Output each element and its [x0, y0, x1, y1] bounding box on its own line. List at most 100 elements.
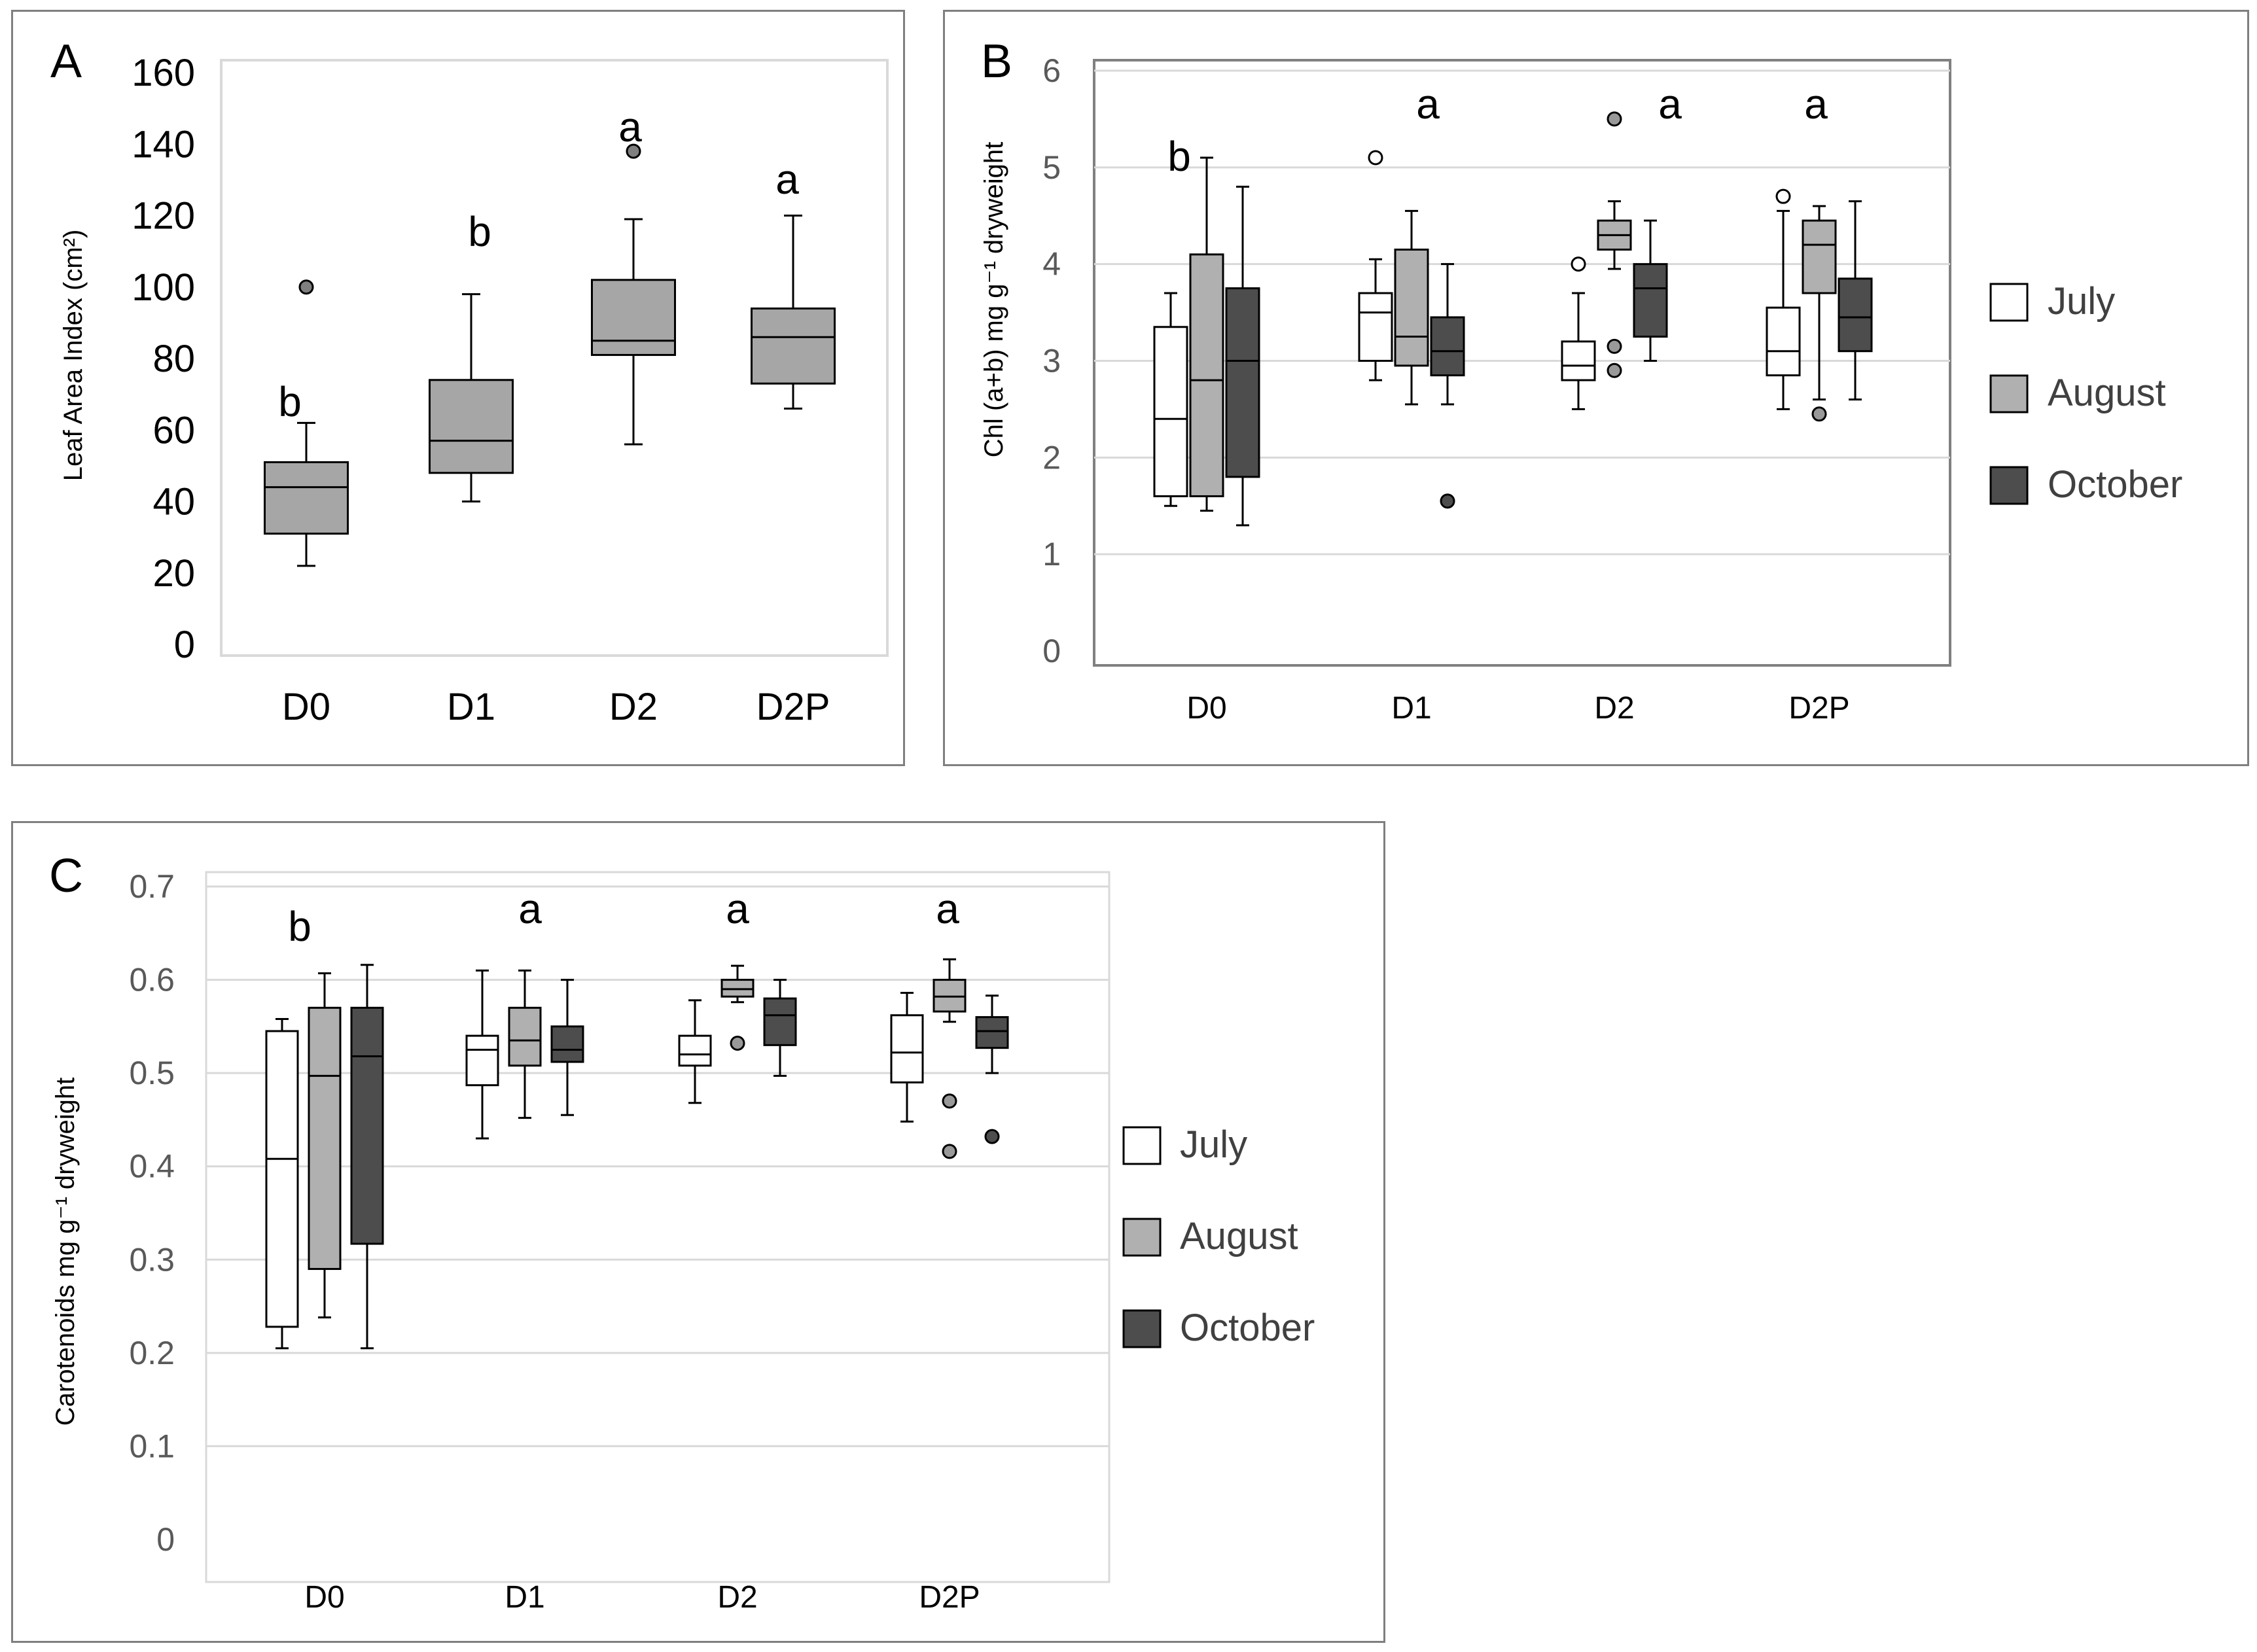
box-iqr	[1189, 253, 1224, 497]
outlier-point	[1607, 111, 1622, 127]
y-tick-label: 0.6	[129, 962, 175, 998]
box-july	[890, 992, 924, 1123]
x-category-label: D2	[609, 686, 658, 728]
outlier-point	[1775, 188, 1791, 204]
box-iqr	[429, 379, 514, 474]
gridlines-c	[206, 885, 1109, 1447]
y-tick-label: 100	[132, 266, 195, 309]
y-tick-label: 4	[1042, 246, 1061, 283]
significance-letter: a	[618, 103, 642, 150]
box-august	[1189, 156, 1224, 512]
box-iqr	[1561, 340, 1596, 381]
legend-label-july: July	[2048, 280, 2115, 323]
x-category-label: D2P	[756, 686, 830, 728]
box-leaf-area-index	[264, 279, 349, 567]
box-iqr	[1430, 316, 1465, 377]
significance-letter: a	[518, 885, 542, 932]
significance-letter: a	[1416, 80, 1440, 128]
plot-area-a	[220, 59, 889, 657]
x-category-label: D0	[304, 1580, 344, 1615]
y-tick-label: 0.1	[129, 1428, 175, 1464]
y-tick-label: 0.4	[129, 1148, 175, 1185]
box-october	[1838, 200, 1873, 401]
y-tick-label: 80	[152, 338, 195, 380]
y-ticks-c: 0 0.1 0.2 0.3 0.4 0.5 0.6 0.7	[129, 868, 175, 1558]
legend-b: July August October	[1989, 280, 2182, 506]
y-tick-label: 60	[152, 409, 195, 451]
box-august	[933, 958, 967, 1159]
plot-area-c	[205, 871, 1111, 1583]
significance-letter: b	[1167, 133, 1191, 180]
outlier-point	[1368, 150, 1383, 166]
y-tick-label: 5	[1042, 149, 1061, 186]
panel-a: A Leaf Area Index (cm²) 0 20 40 60 80 100 120 1…	[11, 10, 905, 766]
significance-a: b b a a	[278, 103, 799, 425]
legend-label-october: October	[2048, 463, 2182, 506]
y-tick-label: 140	[132, 123, 195, 166]
box-july	[1358, 150, 1393, 381]
x-category-label: D0	[1186, 691, 1226, 726]
y-tick-label: 3	[1042, 343, 1061, 379]
significance-letter: b	[468, 208, 491, 255]
x-categories-b: D0 D1 D2 D2P	[1186, 691, 1849, 726]
panel-label-a: A	[50, 35, 82, 88]
box-iqr	[1766, 306, 1801, 377]
y-tick-label: 0	[156, 1521, 175, 1558]
box-august	[1394, 209, 1429, 406]
outlier-point	[1440, 493, 1455, 509]
y-tick-label: 0	[174, 624, 195, 666]
box-iqr	[890, 1014, 924, 1083]
outlier-point	[1607, 362, 1622, 378]
box-leaf-area-index	[591, 143, 676, 446]
box-iqr	[1358, 292, 1393, 362]
legend-swatch-october	[1122, 1309, 1162, 1348]
box-iqr	[751, 308, 836, 385]
box-iqr	[1225, 287, 1260, 478]
box-iqr	[550, 1025, 584, 1063]
x-category-label: D2	[1594, 691, 1634, 726]
box-iqr	[350, 1006, 384, 1245]
significance-letter: b	[288, 903, 311, 950]
legend-label-october: October	[1180, 1307, 1315, 1349]
box-august	[720, 964, 755, 1051]
y-tick-label: 6	[1042, 52, 1061, 89]
y-axis-label-a: Leaf Area Index (cm²)	[59, 230, 88, 482]
box-july	[265, 1017, 299, 1350]
outlier-point	[626, 143, 641, 159]
y-tick-label: 160	[132, 52, 195, 94]
box-october	[550, 979, 584, 1116]
box-iqr	[264, 461, 349, 535]
y-axis-label-b: Chl (a+b) mg g⁻¹ dryweight	[980, 142, 1008, 457]
y-axis-label-c: Carotenoids mg g⁻¹ dryweight	[51, 1078, 80, 1426]
y-tick-label: 0.2	[129, 1335, 175, 1371]
box-iqr	[1394, 248, 1429, 367]
panel-label-b: B	[981, 35, 1012, 88]
boxes-a	[264, 143, 836, 567]
box-iqr	[591, 279, 676, 357]
significance-letter: a	[726, 885, 749, 932]
box-iqr	[763, 997, 797, 1046]
box-iqr	[308, 1006, 342, 1271]
x-category-label: D1	[1391, 691, 1431, 726]
box-july	[1561, 256, 1596, 410]
box-iqr	[678, 1034, 712, 1067]
outlier-point	[942, 1144, 957, 1159]
outlier-point	[1607, 338, 1622, 354]
chart-c-svg: C Carotenoids mg g⁻¹ dryweight 0 0.1 0.2 0.…	[49, 850, 1315, 1615]
x-category-label: D0	[282, 686, 330, 728]
outlier-point	[942, 1093, 957, 1109]
y-tick-label: 120	[132, 195, 195, 237]
outlier-point	[1571, 256, 1586, 272]
boxes-c	[265, 958, 1009, 1350]
legend-swatch-october	[1989, 466, 2029, 505]
box-july	[465, 969, 499, 1140]
box-iqr	[508, 1006, 542, 1067]
boxes-b	[1153, 111, 1873, 527]
box-october	[1633, 219, 1668, 362]
legend-swatch-july	[1989, 283, 2029, 322]
box-iqr	[1153, 326, 1188, 497]
y-tick-label: 0.3	[129, 1241, 175, 1278]
box-july	[678, 999, 712, 1104]
